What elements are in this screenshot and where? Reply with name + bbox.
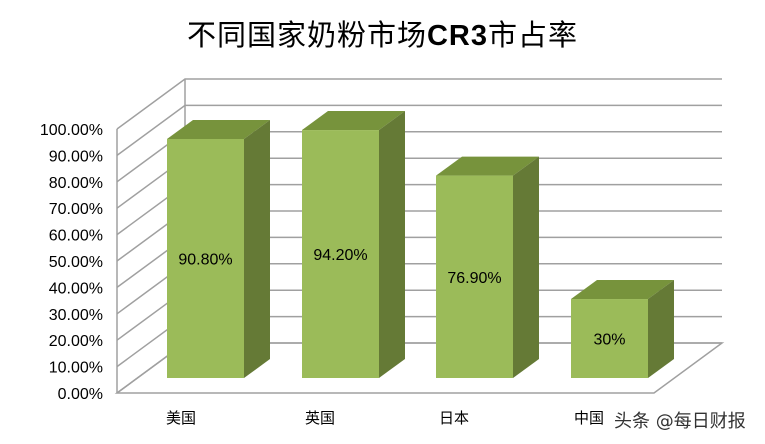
y-tick-label: 40.00% bbox=[49, 280, 103, 297]
data-label: 30% bbox=[593, 332, 625, 349]
bar-英国 bbox=[302, 130, 379, 378]
bar-side bbox=[379, 111, 405, 378]
y-tick-label: 100.00% bbox=[40, 122, 103, 139]
bar-top bbox=[571, 280, 674, 300]
y-tick-label: 80.00% bbox=[49, 175, 103, 192]
floor bbox=[114, 342, 725, 394]
bar-日本 bbox=[436, 175, 513, 378]
data-label: 90.80% bbox=[178, 252, 232, 269]
x-tick-label: 美国 bbox=[166, 409, 196, 427]
watermark: 头条 @每日财报 bbox=[614, 411, 746, 432]
y-tick-label: 20.00% bbox=[49, 333, 103, 350]
x-tick-label: 日本 bbox=[439, 409, 469, 427]
bar-美国 bbox=[167, 139, 244, 378]
x-tick-label: 中国 bbox=[574, 409, 604, 427]
bar-top bbox=[436, 156, 539, 176]
y-tick-label: 50.00% bbox=[49, 254, 103, 271]
bar-中国 bbox=[571, 299, 648, 378]
bar-top bbox=[167, 120, 270, 139]
data-label: 94.20% bbox=[313, 247, 367, 264]
y-tick-label: 60.00% bbox=[49, 228, 103, 245]
x-tick-label: 英国 bbox=[305, 409, 335, 427]
y-tick-label: 70.00% bbox=[49, 201, 103, 218]
y-tick-label: 10.00% bbox=[49, 360, 103, 377]
title-text-1: 不同国家奶粉市场 bbox=[186, 18, 427, 52]
bar-side bbox=[648, 280, 674, 378]
y-tick-label: 0.00% bbox=[58, 386, 103, 403]
y-tick-label: 90.00% bbox=[49, 148, 103, 165]
y-tick-label: 30.00% bbox=[49, 307, 103, 324]
bar-top bbox=[302, 111, 405, 131]
bar-side bbox=[244, 120, 270, 378]
chart-title: 不同国家奶粉市场CR3市占率 bbox=[0, 12, 765, 54]
title-text-2: CR3 bbox=[426, 20, 488, 52]
bar-side bbox=[513, 156, 539, 378]
title-text-3: 市占率 bbox=[488, 18, 579, 52]
data-label: 76.90% bbox=[447, 270, 501, 287]
